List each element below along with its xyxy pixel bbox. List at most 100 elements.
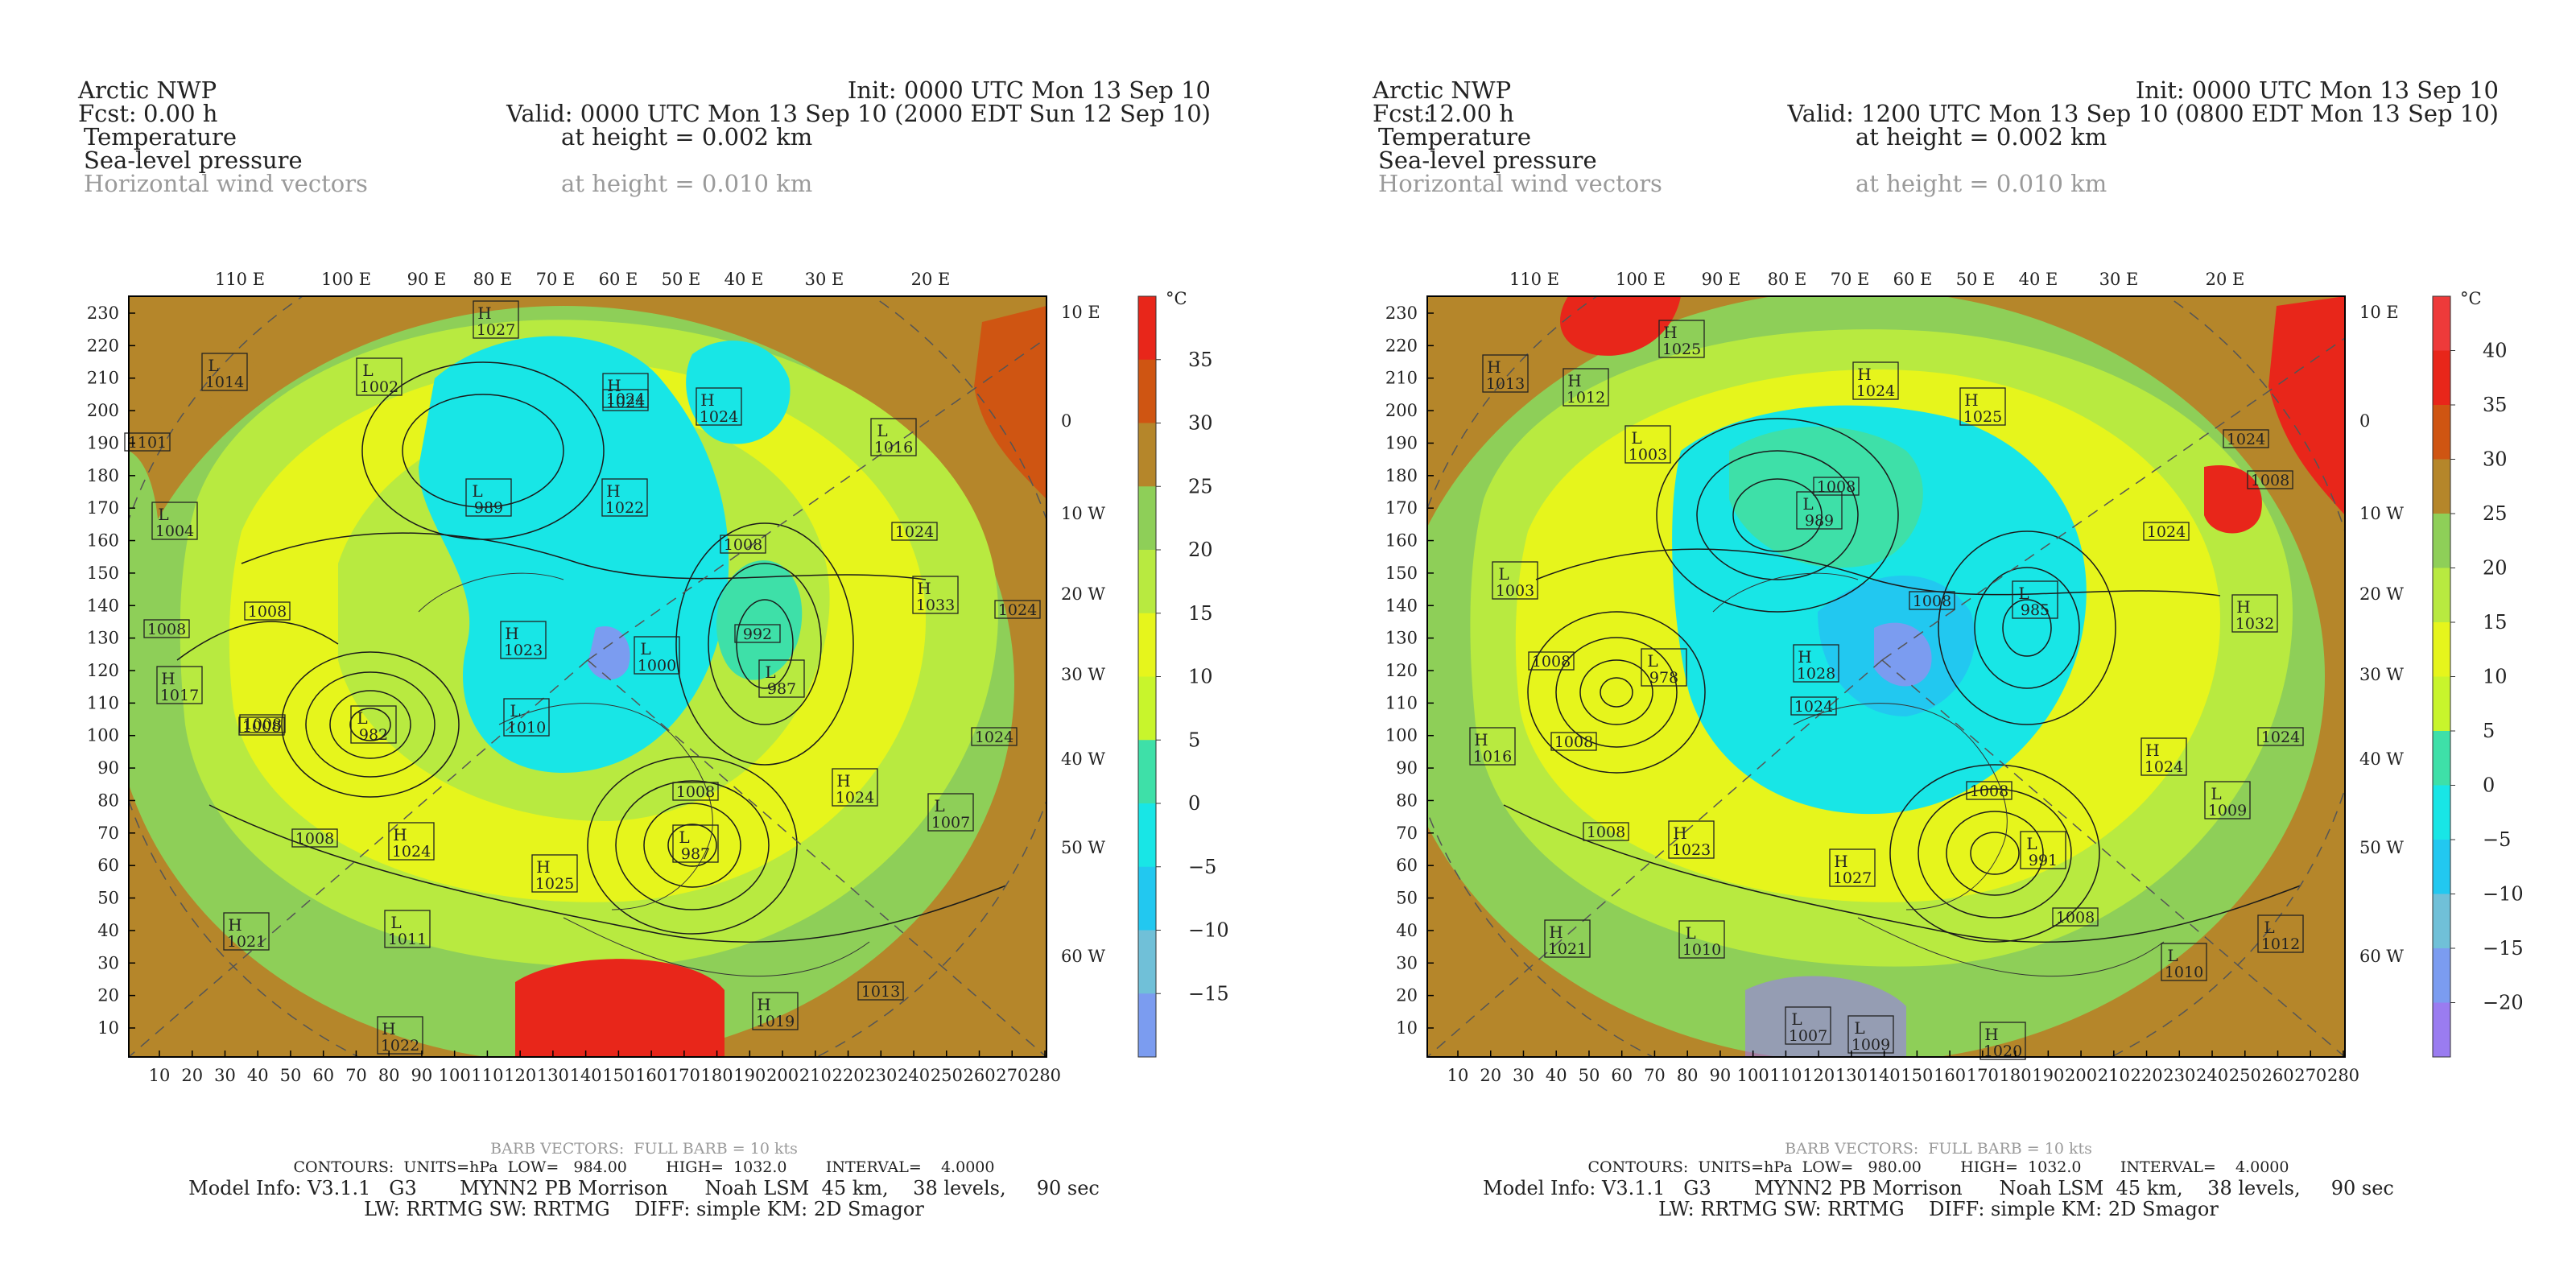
pressure-center-box: [1790, 696, 1837, 716]
grid-lines: [1427, 296, 2345, 1057]
y-tick-label: 110: [1385, 693, 1418, 712]
pressure-center-box: [1469, 727, 1516, 766]
colorbar-label: 5: [1188, 729, 1200, 751]
pressure-center-value: 1013: [861, 983, 900, 1001]
y-tick-label: 230: [87, 303, 119, 323]
footer-barb: BARB VECTORS: FULL BARB = 10 kts: [1785, 1140, 2092, 1158]
colorbar-swatch: [2433, 731, 2450, 786]
pressure-center-value: 1024: [2147, 523, 2186, 541]
pressure-center-type: L: [2264, 918, 2274, 937]
top-lon-label: 70 E: [536, 270, 576, 289]
x-tick-label: 60: [312, 1066, 334, 1085]
top-lon-label: 60 E: [599, 270, 638, 289]
pressure-center-type: H: [607, 376, 621, 395]
pressure-center-type: L: [2026, 834, 2037, 853]
temperature-field: [1427, 296, 2345, 1057]
field-slp: Sea-level pressure: [1378, 147, 1597, 174]
pressure-center: 1024: [1790, 696, 1837, 716]
pressure-center-box: [1852, 361, 1899, 400]
pressure-center-box: [201, 353, 248, 391]
y-tick-label: 80: [97, 791, 119, 810]
footer-model: Model Info: V3.1.1 G3 MYNN2 PB Morrison …: [188, 1177, 1100, 1199]
pressure-center-value: 1020: [1984, 1042, 2022, 1060]
right-lon-label: 10 W: [2359, 504, 2404, 523]
pressure-center-value: 1024: [700, 408, 738, 426]
pressure-center-value: 987: [767, 680, 796, 698]
pressure-center-value: 1101: [128, 434, 167, 452]
colorbar-swatch: [2433, 296, 2450, 351]
pressure-center-box: [1482, 354, 1529, 393]
colorbar-label: 40: [2483, 340, 2508, 362]
y-tick-label: 90: [97, 758, 119, 778]
pressure-center-type: H: [606, 481, 620, 501]
x-tick-label: 90: [411, 1066, 433, 1085]
pressure-center-box: [1550, 732, 1597, 751]
x-tick-label: 250: [931, 1066, 963, 1085]
pressure-center-value: 1013: [1486, 375, 1525, 393]
pressure-center-value: 1008: [1913, 592, 1951, 610]
pressure-center-value: 1008: [724, 536, 762, 554]
pressure-center: 1024: [2143, 522, 2190, 541]
pressure-center-box: [602, 373, 649, 411]
y-tick-label: 50: [97, 889, 119, 908]
colorbar-label: −15: [2483, 937, 2524, 960]
pressure-center-value: 1024: [1794, 698, 1833, 716]
pressure-center-box: [1847, 1015, 1894, 1054]
pressure-center-box: [156, 666, 203, 704]
y-tick-label: 230: [1385, 303, 1418, 323]
pressure-center-value: 1009: [1852, 1036, 1890, 1054]
pressure-center-value: 1024: [836, 789, 874, 807]
pressure-center-box: [151, 502, 198, 540]
x-tick-label: 260: [2261, 1066, 2293, 1085]
colorbar-swatch: [2433, 350, 2450, 406]
y-tick-label: 20: [1396, 986, 1418, 1005]
map-coastlines: [418, 572, 870, 977]
x-tick-label: 20: [1480, 1066, 1501, 1085]
field-temperature: Temperature: [84, 123, 237, 151]
pressure-center-type: L: [357, 708, 367, 728]
x-tick-label: 210: [799, 1066, 832, 1085]
pressure-center-box: [752, 992, 799, 1030]
pressure-center-value: 991: [2029, 852, 2058, 869]
pressure-center-box: [465, 478, 512, 517]
pressure-center-value: 1024: [2227, 431, 2265, 448]
pressure-center-type: L: [1791, 1009, 1802, 1029]
x-tick-label: 220: [2131, 1066, 2163, 1085]
pressure-center: 1024: [2257, 727, 2304, 746]
top-lon-label: 60 E: [1893, 270, 1933, 289]
fcst-value: 12.00 h: [1425, 100, 1514, 127]
x-tick-label: 80: [378, 1066, 400, 1085]
pressure-center-type: H: [1964, 390, 1978, 410]
pressure-center: 1008: [1528, 651, 1575, 671]
pressure-center-box: [350, 705, 397, 744]
pressure-center-type: H: [2236, 597, 2250, 617]
colorbar-label: 10: [2483, 666, 2508, 688]
y-tick-label: 130: [87, 629, 119, 648]
pressure-center-box: [384, 910, 431, 948]
pressure-center-value: 1027: [1833, 869, 1872, 887]
right-lon-label: 0: [2359, 411, 2370, 431]
pressure-center-box: [994, 600, 1041, 619]
colorbar-label: −20: [2483, 992, 2524, 1014]
pressure-center-value: 985: [2021, 601, 2050, 619]
x-tick-label: 270: [2294, 1066, 2326, 1085]
pressure-center-type: L: [390, 913, 401, 932]
pressure-center-value: 1007: [931, 814, 970, 832]
pressure-center-value: 1033: [916, 597, 955, 614]
x-tick-label: 130: [537, 1066, 569, 1085]
pressure-center-value: 1027: [477, 321, 515, 339]
y-tick-label: 120: [1385, 661, 1418, 680]
